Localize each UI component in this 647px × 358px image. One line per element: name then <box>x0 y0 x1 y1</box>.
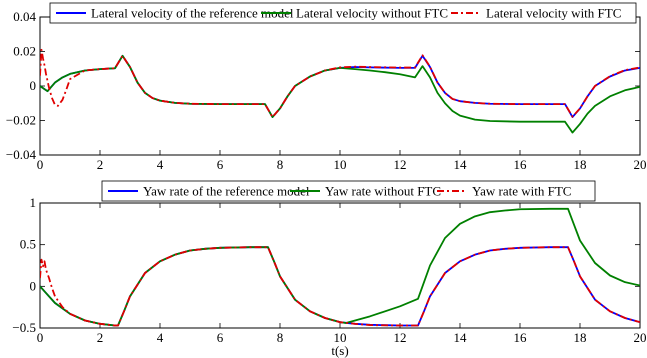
y-tick-label: 0.04 <box>13 9 36 24</box>
legend: Lateral velocity of the reference model L… <box>49 2 637 24</box>
plot-frame <box>39 16 641 156</box>
y-tick-label: 0 <box>30 78 37 93</box>
chart-lateral-velocity: 0 2 4 6 8 10 12 14 16 18 20 −0.04 −0.02 0 0.02 0.04 Late… <box>6 2 647 172</box>
x-tick-label: 12 <box>394 330 407 345</box>
y-tick-label: 0.02 <box>13 44 36 59</box>
legend-label-2: Lateral velocity with FTC <box>486 6 621 21</box>
x-tick-label: 4 <box>157 157 164 172</box>
x-tick-label: 2 <box>97 330 104 345</box>
y-tick-label: 0.5 <box>20 237 36 252</box>
x-tick-label: 18 <box>574 330 587 345</box>
x-tick-label: 16 <box>514 330 528 345</box>
x-tick-label: 12 <box>394 157 407 172</box>
x-tick-label: 2 <box>97 157 104 172</box>
plot-frame <box>39 202 641 329</box>
y-tick-label: −0.04 <box>6 147 37 162</box>
x-tick-label: 4 <box>157 330 164 345</box>
x-tick-label: 16 <box>514 157 528 172</box>
legend-box <box>49 2 637 24</box>
x-tick-label: 20 <box>634 330 647 345</box>
x-tick-label: 0 <box>37 330 44 345</box>
series-group <box>40 207 640 327</box>
x-tick-label: 8 <box>277 330 284 345</box>
x-tick-label: 14 <box>454 157 468 172</box>
series-line-1 <box>40 207 640 327</box>
series-line-2 <box>40 246 640 327</box>
series-line-0 <box>40 54 640 118</box>
legend-box <box>101 180 596 202</box>
series-line-2 <box>40 48 640 118</box>
y-tick-label: 1 <box>30 195 37 210</box>
legend-label-0: Yaw rate of the reference model <box>143 184 310 199</box>
y-tick-label: −0.5 <box>12 320 36 335</box>
x-tick-label: 8 <box>277 157 284 172</box>
legend: Yaw rate of the reference model Yaw rate … <box>101 180 596 202</box>
x-tick-label: 14 <box>454 330 468 345</box>
x-tick-label: 10 <box>334 157 347 172</box>
x-tick-label: 10 <box>334 330 347 345</box>
x-axis-label: t(s) <box>331 343 348 358</box>
legend-label-1: Yaw rate without FTC <box>325 184 441 199</box>
legend-label-0: Lateral velocity of the reference model <box>91 6 294 21</box>
x-tick-label: 20 <box>634 157 647 172</box>
legend-label-1: Lateral velocity without FTC <box>296 6 448 21</box>
x-tick-label: 18 <box>574 157 587 172</box>
legend-label-2: Yaw rate with FTC <box>472 184 571 199</box>
series-line-0 <box>40 246 640 327</box>
x-tick-label: 6 <box>217 157 224 172</box>
y-tick-label: −0.02 <box>6 113 36 128</box>
series-group <box>40 48 640 134</box>
x-tick-label: 0 <box>37 157 44 172</box>
y-tick-label: 0 <box>30 278 37 293</box>
x-tick-label: 6 <box>217 330 224 345</box>
